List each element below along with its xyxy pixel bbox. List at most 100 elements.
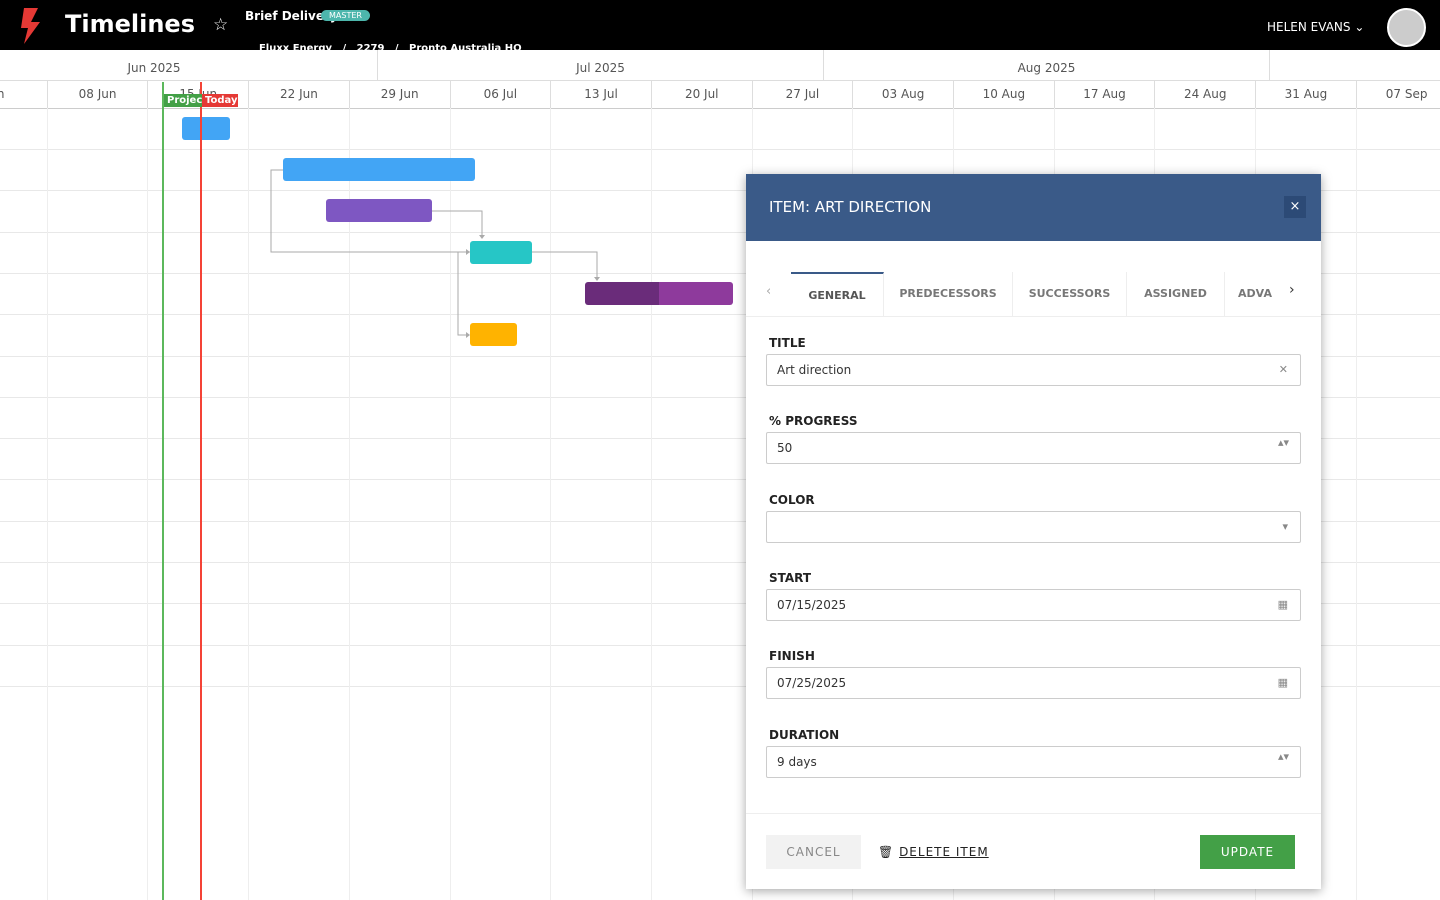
project-name[interactable]: Brief Delivery — [245, 9, 338, 23]
app-title: Timelines — [65, 10, 195, 38]
crumb[interactable]: Fluxx Energy — [258, 43, 333, 54]
input-value: 07/25/2025 — [777, 676, 847, 691]
week-label: 20 Jul — [650, 80, 752, 108]
row-line — [0, 314, 1440, 316]
project-marker: Project — [164, 94, 204, 107]
crumb[interactable]: Pronto Australia HQ — [409, 43, 522, 54]
item-dialog: ITEM: ART DIRECTION × ‹ › GENERAL PREDECE… — [746, 174, 1321, 889]
project-line — [162, 82, 164, 900]
separator: / — [394, 43, 399, 54]
week-label: un — [0, 80, 47, 108]
user-menu[interactable]: HELEN EVANS ⌄ — [1267, 20, 1365, 34]
tab[interactable]: SUCCESSORS — [1013, 272, 1127, 316]
week-label: 22 Jun — [248, 80, 349, 108]
delete-button[interactable]: 🗑 DELETE ITEM — [878, 845, 989, 859]
cancel-button[interactable]: CANCEL — [766, 835, 861, 869]
header: Timelines ☆ Brief Delivery MASTER Fluxx … — [0, 0, 1440, 54]
tab[interactable]: ASSIGNED — [1127, 272, 1225, 316]
header-line — [0, 80, 1440, 81]
field-label: % PROGRESS — [769, 414, 858, 429]
input[interactable]: ▾ — [766, 510, 1301, 543]
input[interactable]: Art direction ✕ — [766, 354, 1301, 386]
row-line — [0, 190, 1440, 192]
column-line — [449, 108, 451, 900]
row-line — [0, 438, 1440, 440]
avatar[interactable] — [1387, 8, 1426, 47]
row-line — [0, 520, 1440, 522]
badge: MASTER — [321, 10, 370, 21]
week-label: 17 Aug — [1053, 80, 1155, 108]
week-label: 13 Jul — [550, 80, 651, 108]
tab[interactable]: ADVA — [1238, 287, 1272, 300]
input[interactable]: 07/15/2025 ▦ — [766, 588, 1301, 621]
divider — [746, 316, 1321, 317]
input-value: 50 — [777, 441, 793, 456]
tab[interactable]: GENERAL — [791, 272, 884, 316]
column-line — [348, 108, 350, 900]
row-line — [0, 603, 1440, 605]
input[interactable]: 9 days ▴▾ — [766, 745, 1301, 778]
month-label: Aug 2025 — [823, 50, 1269, 80]
week-label: 29 Jun — [348, 80, 450, 108]
input[interactable]: 07/25/2025 ▦ — [766, 667, 1301, 700]
task-bar[interactable] — [326, 199, 432, 222]
input-value: 9 days — [777, 754, 817, 769]
row-line — [0, 562, 1440, 563]
row-line — [0, 272, 1440, 274]
task-bar[interactable] — [470, 323, 517, 346]
week-label: 10 Aug — [953, 80, 1054, 108]
row-line — [0, 685, 1440, 687]
tab-prev[interactable]: ‹ — [766, 284, 772, 299]
input-icon[interactable]: ▦ — [1277, 597, 1288, 611]
column-line — [147, 108, 149, 900]
delete-label: DELETE ITEM — [899, 845, 989, 859]
header-line — [0, 108, 1440, 109]
field-label: START — [769, 570, 812, 585]
input-value: 07/15/2025 — [777, 597, 847, 612]
task-bar[interactable] — [182, 117, 230, 140]
month-cell — [1269, 50, 1440, 80]
divider — [746, 813, 1321, 814]
field-label: TITLE — [769, 336, 806, 350]
row-line — [0, 396, 1440, 398]
update-button[interactable]: UPDATE — [1200, 835, 1295, 869]
week-label: 06 Jul — [449, 80, 551, 108]
input[interactable]: 50 ▴▾ — [766, 432, 1301, 465]
close-button[interactable]: × — [1284, 196, 1306, 218]
separator: / — [342, 43, 347, 54]
today-line — [200, 82, 202, 900]
logo[interactable] — [18, 6, 44, 46]
tab-next[interactable]: › — [1289, 282, 1295, 298]
week-label: 08 Jun — [46, 80, 148, 108]
column-line — [550, 108, 552, 900]
input-icon[interactable]: ▴▾ — [1278, 436, 1290, 450]
input-icon[interactable]: ▾ — [1282, 519, 1288, 533]
month-label: Jul 2025 — [377, 50, 823, 80]
task-bar[interactable] — [283, 158, 475, 181]
month-label: Jun 2025 — [0, 50, 377, 80]
favorite-star[interactable]: ☆ — [213, 15, 229, 35]
input-icon[interactable]: ▦ — [1277, 676, 1288, 690]
task-bar[interactable] — [470, 241, 532, 264]
field-label: COLOR — [769, 492, 815, 507]
row-line — [0, 355, 1440, 357]
input-icon[interactable]: ▴▾ — [1278, 749, 1290, 763]
crumb[interactable]: 2279 — [356, 43, 385, 54]
field-label: DURATION — [769, 727, 840, 742]
dialog-title: ITEM: ART DIRECTION — [769, 198, 932, 216]
column-line — [1355, 108, 1357, 900]
input-value: Art direction — [777, 363, 852, 377]
row-line — [0, 644, 1440, 646]
row-line — [0, 231, 1440, 233]
today-marker: Today — [202, 94, 238, 107]
input-icon[interactable]: ✕ — [1278, 363, 1288, 376]
tab[interactable]: PREDECESSORS — [884, 272, 1013, 316]
week-label: 24 Aug — [1154, 80, 1255, 108]
column-line — [248, 108, 250, 900]
week-label: 31 Aug — [1255, 80, 1356, 108]
dialog-header: ITEM: ART DIRECTION × — [746, 174, 1321, 241]
column-line — [46, 108, 48, 900]
week-label: 03 Aug — [852, 80, 953, 108]
task-bar[interactable] — [585, 282, 733, 305]
